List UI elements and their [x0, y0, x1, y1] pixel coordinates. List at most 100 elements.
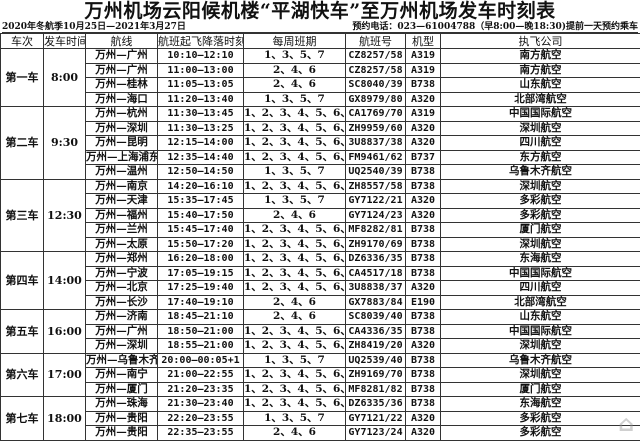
weekly-days: 1、2、3、4、5、6、7 — [243, 280, 346, 296]
weekly-days: 1、2、3、4、5、6、7 — [243, 338, 346, 354]
flight-times: 12:15—14:00 — [157, 135, 244, 151]
flight-times: 15:50—17:20 — [157, 236, 244, 252]
flight-number: GY7121/22 — [345, 410, 406, 426]
airline: 东海航空 — [440, 251, 640, 267]
route: 万州—温州 — [85, 164, 158, 180]
flight-number: GY7123/24 — [345, 425, 406, 441]
flight-number: MF8282/81 — [345, 222, 406, 238]
weekly-days: 1、2、3、4、5、6、7 — [243, 251, 346, 267]
flight-number: UQ2539/40 — [345, 352, 406, 368]
table-row: 万州—太原15:50—17:201、2、3、4、5、6、7ZH9170/69B7… — [1, 236, 640, 252]
flight-times: 22:35—23:55 — [157, 425, 244, 441]
table-row: 万州—温州 12:50—14:50 1、3、5、7 UQ2540/39 B738 乌鲁木齐… — [1, 164, 640, 180]
flight-times: 21:20—23:35 — [157, 381, 244, 397]
flight-number: ZH9959/60 — [345, 120, 406, 136]
weekly-days: 2、4、6 — [243, 425, 346, 441]
aircraft-type: A320 — [405, 410, 441, 426]
bus-number: 第七车 — [0, 396, 44, 441]
flight-times: 14:20—16:10 — [157, 178, 244, 194]
weekly-days: 1、3、5、7 — [243, 193, 346, 209]
airline: 深圳航空 — [440, 367, 640, 383]
airline: 四川航空 — [440, 135, 640, 151]
flight-number: SC8040/39 — [345, 77, 406, 93]
aircraft-type: A320 — [405, 280, 441, 296]
weekly-days: 1、2、3、4、5、6、7 — [243, 323, 346, 339]
flight-times: 20:00—00:05+1 — [157, 352, 244, 368]
flight-number: FM9461/62 — [345, 149, 406, 165]
column-header: 发车时间 — [43, 33, 86, 49]
flight-number: GY7122/21 — [345, 193, 406, 209]
table-row: 第七车18:00万州—珠海21:30—23:401、2、3、4、5、6、7DZ6… — [0, 396, 640, 441]
weekly-days: 1、2、3、4、5、6、7 — [243, 236, 346, 252]
column-header: 执飞公司 — [440, 33, 640, 49]
route: 万州—珠海 — [85, 396, 158, 412]
weekly-days: 1、2、3、4、5、6、7 — [243, 222, 346, 238]
weekly-days: 1、2、3、4、5、6、7 — [243, 396, 346, 412]
flight-times: 17:05—19:15 — [157, 265, 244, 281]
departure-time: 9:30 — [43, 106, 86, 180]
table-row: 第三车12:30万州—南京14:20—16:101、2、3、4、5、6、7ZH8… — [0, 178, 640, 252]
airline: 多彩航空 — [440, 193, 640, 209]
flight-number: 3U8838/37 — [345, 280, 406, 296]
table-row: 万州—长沙 17:40—19:10 2、4、6 GX7883/84 E190 北部湾航空 — [1, 294, 640, 310]
flight-times: 18:55—21:00 — [157, 338, 244, 354]
column-header: 航线 — [85, 33, 158, 49]
route: 万州—上海浦东 — [85, 149, 158, 165]
airline: 深圳航空 — [440, 236, 640, 252]
airline: 多彩航空 — [440, 207, 640, 223]
route: 万州—深圳 — [85, 338, 158, 354]
route: 万州—海口 — [85, 91, 158, 107]
route: 万州—广州 — [85, 48, 158, 64]
table-row: 万州—深圳18:55—21:001、2、3、4、5、6、7ZH8419/20A3… — [1, 338, 640, 354]
route: 万州—昆明 — [85, 135, 158, 151]
flight-times: 21:30—23:40 — [157, 396, 244, 412]
weekly-days: 1、2、3、4、5、6、7 — [243, 367, 346, 383]
table-row: 万州—深圳11:30—13:251、2、3、4、5、6、7ZH9959/60A3… — [1, 120, 640, 136]
flight-number: 3U8837/38 — [345, 135, 406, 151]
weekly-days: 1、3、5、7 — [243, 164, 346, 180]
aircraft-type: A320 — [405, 135, 441, 151]
route: 万州—深圳 — [85, 120, 158, 136]
flight-times: 10:10—12:10 — [157, 48, 244, 64]
flight-times: 16:20—18:00 — [157, 251, 244, 267]
table-row: 万州—北京17:25—19:401、2、3、4、5、6、73U8838/37A3… — [1, 280, 640, 296]
aircraft-type: B738 — [405, 77, 441, 93]
route: 万州—福州 — [85, 207, 158, 223]
column-header: 机型 — [405, 33, 441, 49]
weekly-days: 1、3、5、7 — [243, 48, 346, 64]
weekly-days: 2、4、6 — [243, 62, 346, 78]
table-row: 万州—宁波17:05—19:151、2、3、4、5、6、7CA4517/18B7… — [1, 265, 640, 281]
route: 万州—宁波 — [85, 265, 158, 281]
flight-times: 12:35—14:40 — [157, 149, 244, 165]
airline: 东方航空 — [440, 149, 640, 165]
airline: 深圳航空 — [440, 120, 640, 136]
table-row: 第四车14:00万州—郑州16:20—18:001、2、3、4、5、6、7DZ6… — [0, 251, 640, 310]
route: 万州—广州 — [85, 62, 158, 78]
column-header: 航班起飞降落时刻 — [157, 33, 244, 49]
flight-number: CA4336/35 — [345, 323, 406, 339]
route: 万州—郑州 — [85, 251, 158, 267]
column-header: 航班号 — [345, 33, 406, 49]
weekly-days: 1、2、3、4、5、6、7 — [243, 149, 346, 165]
aircraft-type: B738 — [405, 352, 441, 368]
page-title: 万州机场云阳候机楼“平湖快车”至万州机场发车时刻表 — [84, 0, 556, 22]
flight-times: 11:30—13:25 — [157, 120, 244, 136]
flight-number: DZ6335/36 — [345, 396, 406, 412]
airline: 南方航空 — [440, 62, 640, 78]
route: 万州—济南 — [85, 309, 158, 325]
flight-number: ZH8557/58 — [345, 178, 406, 194]
column-header: 车次 — [0, 33, 44, 49]
departure-time: 8:00 — [43, 48, 86, 107]
aircraft-type: B738 — [405, 309, 441, 325]
route: 万州—南宁 — [85, 367, 158, 383]
table-row: 万州—广州 11:00—13:00 2、4、6 CZ8257/58 A319 南方航空 — [1, 62, 640, 78]
column-header: 每周班期 — [243, 33, 346, 49]
header-row: 车次 发车时间 航线 航班起飞降落时刻 每周班期 航班号 机型 执飞公司 — [0, 33, 640, 49]
table-row: 万州—天津 15:35—17:45 1、3、5、7 GY7122/21 A320 多彩航空 — [1, 193, 640, 209]
aircraft-type: B738 — [405, 367, 441, 383]
weekly-days: 1、2、3、4、5、6、7 — [243, 106, 346, 122]
flight-number: CA1769/70 — [345, 106, 406, 122]
route: 万州—贵阳 — [85, 410, 158, 426]
airline: 深圳航空 — [440, 178, 640, 194]
departure-time: 12:30 — [43, 178, 86, 252]
